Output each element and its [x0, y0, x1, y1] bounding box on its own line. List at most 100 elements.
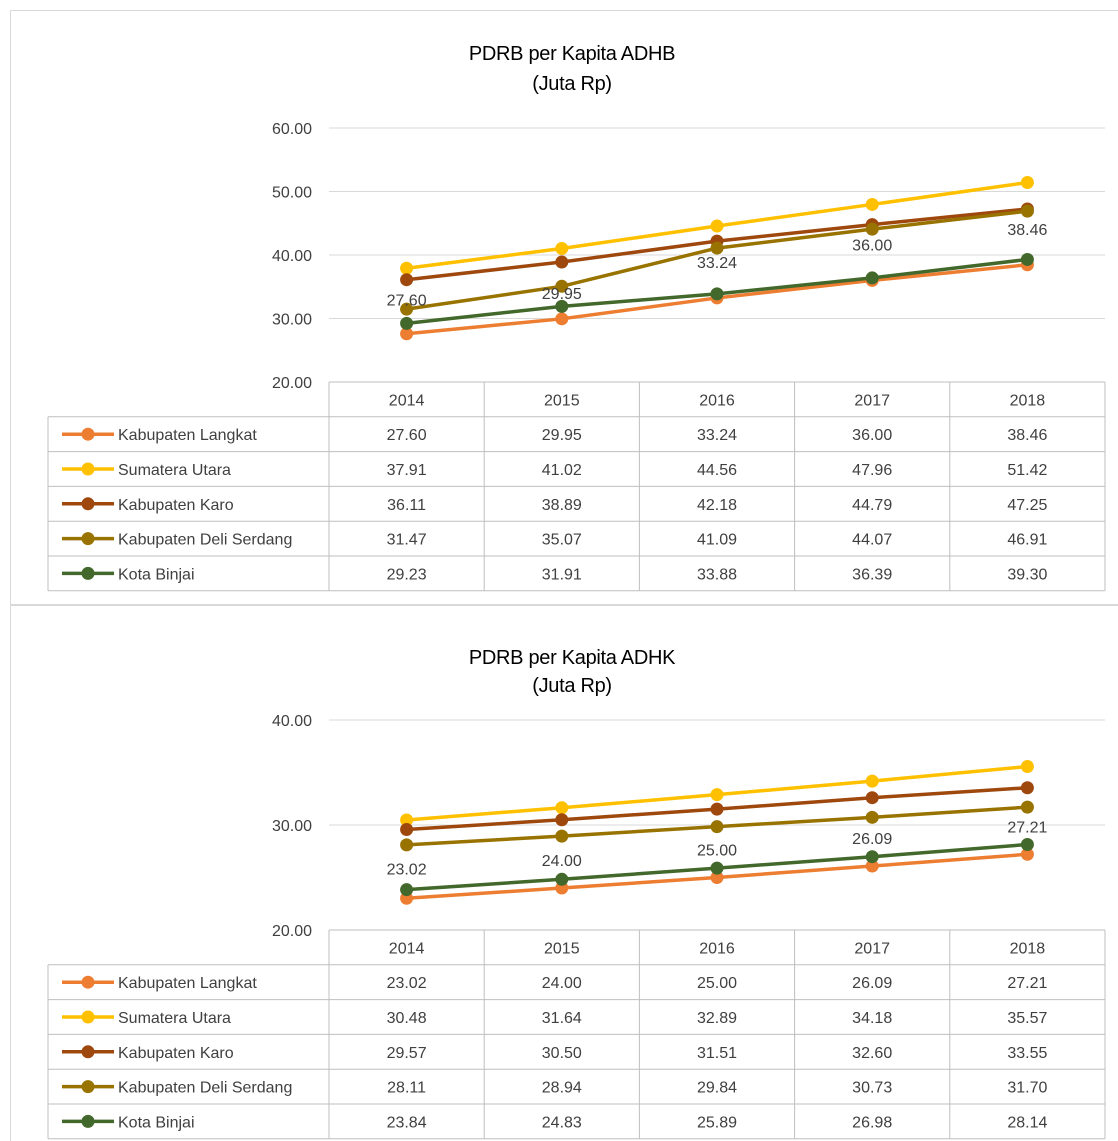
- data-point: [865, 810, 879, 824]
- data-label: 38.46: [1007, 222, 1047, 239]
- legend-entry: Sumatera Utara: [118, 462, 231, 479]
- table-cell: 29.84: [697, 1080, 737, 1097]
- legend-swatch-marker: [81, 566, 95, 580]
- table-cell: 23.02: [387, 975, 427, 992]
- data-point: [865, 791, 879, 805]
- table-cell: 32.60: [852, 1045, 892, 1062]
- chart-frame-left: [10, 606, 11, 1141]
- data-point: [555, 279, 569, 293]
- x-tick-label: 2014: [389, 940, 425, 957]
- table-cell: 30.50: [542, 1045, 582, 1062]
- data-point: [1020, 781, 1034, 795]
- data-point: [400, 327, 414, 341]
- table-cell: 31.64: [542, 1010, 582, 1027]
- table-cell: 41.02: [542, 462, 582, 479]
- table-cell: 38.89: [542, 497, 582, 514]
- table-cell: 23.84: [387, 1114, 427, 1131]
- table-cell: 24.00: [542, 975, 582, 992]
- legend-swatch-marker: [81, 427, 95, 441]
- chart-panel-adhk: PDRB per Kapita ADHK (Juta Rp) 40.00 30.00 2…: [0, 606, 1118, 1141]
- table-cell: 27.21: [1007, 975, 1047, 992]
- data-label: 33.24: [697, 255, 737, 272]
- legend-entry: Sumatera Utara: [118, 1010, 231, 1027]
- data-point: [710, 802, 724, 816]
- data-point: [400, 261, 414, 275]
- table-cell: 24.83: [542, 1114, 582, 1131]
- table-cell: 47.96: [852, 462, 892, 479]
- y-tick-label: 40.00: [272, 713, 312, 730]
- data-point: [1020, 252, 1034, 266]
- legend-swatch-marker: [81, 1114, 95, 1128]
- y-tick-label: 20.00: [272, 923, 312, 940]
- data-point: [865, 222, 879, 236]
- data-point: [1020, 204, 1034, 218]
- table-cell: 31.47: [387, 532, 427, 549]
- chart-panel-adhb: PDRB per Kapita ADHB (Juta Rp) 60.00 50.00 4…: [10, 10, 1118, 605]
- data-point: [400, 823, 414, 837]
- table-cell: 36.11: [387, 497, 426, 514]
- legend-swatch-marker: [81, 497, 95, 511]
- data-point: [865, 859, 879, 873]
- legend-entry: Kabupaten Karo: [118, 497, 234, 514]
- data-label: 25.00: [697, 843, 737, 860]
- y-tick-label: 30.00: [272, 312, 312, 329]
- x-tick-label: 2015: [544, 392, 580, 409]
- data-point: [865, 271, 879, 285]
- chart-adhb: PDRB per Kapita ADHB (Juta Rp) 60.00 50.00 4…: [47, 43, 1106, 592]
- table-cell: 35.57: [1007, 1010, 1047, 1027]
- y-tick-label: 60.00: [272, 121, 312, 138]
- data-point: [555, 813, 569, 827]
- data-point: [400, 316, 414, 330]
- legend-entry: Kota Binjai: [118, 566, 195, 583]
- table-cell: 32.89: [697, 1010, 737, 1027]
- data-point: [400, 838, 414, 852]
- x-tick-label: 2016: [699, 392, 735, 409]
- data-point: [1020, 760, 1034, 774]
- table-cell: 31.70: [1007, 1080, 1047, 1097]
- data-point: [865, 850, 879, 864]
- table-cell: 44.56: [697, 462, 737, 479]
- table-cell: 39.30: [1007, 566, 1047, 583]
- data-point: [400, 273, 414, 287]
- data-point: [555, 829, 569, 843]
- table-cell: 33.55: [1007, 1045, 1047, 1062]
- legend-swatch-marker: [81, 1045, 95, 1059]
- y-tick-label: 30.00: [272, 818, 312, 835]
- table-cell: 28.11: [387, 1080, 426, 1097]
- data-point: [710, 241, 724, 255]
- data-point: [710, 219, 724, 233]
- chart-frame-left: [10, 10, 11, 605]
- table-cell: 42.18: [697, 497, 737, 514]
- data-point: [1020, 838, 1034, 852]
- x-tick-label: 2018: [1010, 392, 1046, 409]
- data-point: [555, 255, 569, 269]
- table-cell: 29.95: [542, 427, 582, 444]
- legend-swatch-marker: [81, 1010, 95, 1024]
- data-label: 23.02: [387, 861, 427, 878]
- chart-title: PDRB per Kapita ADHB: [469, 43, 675, 65]
- table-cell: 36.39: [852, 566, 892, 583]
- x-tick-label: 2017: [854, 392, 890, 409]
- data-point: [1020, 800, 1034, 814]
- data-point: [1020, 847, 1034, 861]
- x-tick-label: 2014: [389, 392, 425, 409]
- legend-entry: Kota Binjai: [118, 1114, 195, 1131]
- table-cell: 47.25: [1007, 497, 1047, 514]
- data-label: 27.21: [1007, 819, 1047, 836]
- table-cell: 25.89: [697, 1114, 737, 1131]
- data-point: [710, 788, 724, 802]
- chart-subtitle: (Juta Rp): [532, 675, 612, 697]
- table-cell: 33.88: [697, 566, 737, 583]
- data-point: [400, 302, 414, 316]
- data-point: [865, 774, 879, 788]
- table-cell: 46.91: [1007, 532, 1047, 549]
- data-point: [865, 197, 879, 211]
- data-point: [710, 871, 724, 884]
- x-tick-label: 2017: [854, 940, 890, 957]
- legend-entry: Kabupaten Deli Serdang: [118, 532, 292, 549]
- data-label: 36.00: [852, 237, 892, 254]
- data-point: [555, 242, 569, 256]
- data-point: [710, 820, 724, 834]
- table-cell: 41.09: [697, 532, 737, 549]
- table-cell: 26.09: [852, 975, 892, 992]
